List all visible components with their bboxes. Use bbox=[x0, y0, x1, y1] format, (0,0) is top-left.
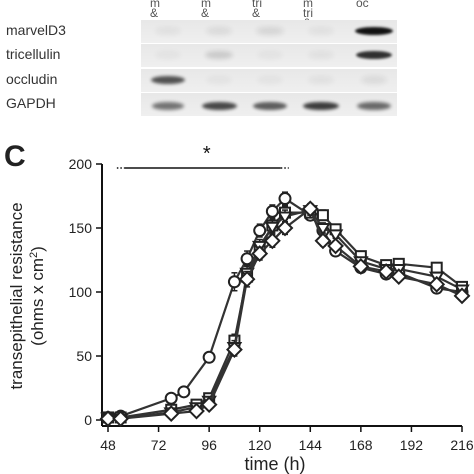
blot-band bbox=[355, 27, 393, 35]
blot-band bbox=[256, 51, 284, 59]
blot-lane-label: m & bbox=[150, 0, 160, 20]
y-tick-label: 150 bbox=[69, 220, 93, 236]
data-point-triangle bbox=[264, 221, 281, 235]
data-point-diamond bbox=[99, 410, 117, 428]
series-diamond bbox=[99, 200, 471, 428]
series-square bbox=[102, 205, 468, 424]
x-tick-label: 120 bbox=[248, 437, 272, 453]
y-tick-label: 50 bbox=[76, 348, 92, 364]
x-tick-label: 96 bbox=[201, 437, 217, 453]
series-line bbox=[108, 211, 463, 419]
data-point-diamond bbox=[112, 410, 130, 428]
blot-band bbox=[303, 102, 339, 110]
x-tick-label: 144 bbox=[299, 437, 323, 453]
data-point-diamond bbox=[428, 275, 446, 293]
blot-band bbox=[355, 51, 393, 59]
data-point-square bbox=[316, 209, 329, 222]
data-point-diamond bbox=[238, 270, 256, 288]
data-point-circle bbox=[177, 385, 191, 399]
data-point-diamond bbox=[162, 405, 180, 423]
blot-band bbox=[307, 27, 335, 35]
data-point-circle bbox=[265, 204, 279, 218]
data-point-diamond bbox=[226, 341, 243, 359]
blot-band bbox=[307, 76, 335, 84]
data-point-triangle bbox=[327, 229, 344, 243]
blot-band bbox=[357, 102, 391, 110]
data-point-diamond bbox=[200, 396, 218, 414]
data-point-diamond bbox=[352, 257, 370, 275]
blot-strip bbox=[141, 93, 397, 116]
blot-band bbox=[205, 51, 233, 59]
series-line bbox=[108, 207, 463, 420]
blot-band bbox=[256, 27, 284, 35]
data-point-diamond bbox=[390, 268, 408, 286]
blot-row-label: tricellulin bbox=[6, 46, 61, 62]
x-axis-label: time (h) bbox=[244, 454, 305, 474]
blot-band bbox=[256, 76, 284, 84]
y-tick-label: 100 bbox=[69, 284, 93, 300]
data-point-square bbox=[430, 261, 443, 274]
series-line bbox=[107, 208, 463, 420]
ter-line-chart: 0 50 100 150 200 48 72 96 120 144 168 192 216 time (h… bbox=[7, 143, 474, 474]
blot-band bbox=[205, 76, 233, 84]
x-tick-label: 168 bbox=[349, 437, 373, 453]
data-point-triangle bbox=[277, 211, 293, 225]
series-triangle-down bbox=[100, 204, 470, 427]
data-point-diamond bbox=[377, 263, 395, 280]
blot-band bbox=[253, 102, 287, 110]
data-point-circle bbox=[253, 224, 267, 238]
data-point-diamond bbox=[301, 200, 319, 218]
data-point-diamond bbox=[276, 219, 294, 237]
data-point-diamond bbox=[327, 237, 344, 255]
blot-band bbox=[201, 102, 237, 110]
blot-lane-label: oc bbox=[356, 0, 369, 10]
blot-band bbox=[360, 76, 388, 84]
data-point-diamond bbox=[314, 232, 332, 250]
data-point-circle bbox=[202, 350, 216, 364]
significance-star: * bbox=[203, 143, 211, 165]
blot-band bbox=[154, 51, 182, 59]
data-point-triangle bbox=[315, 223, 331, 236]
panel-letter: C bbox=[4, 140, 26, 173]
blot-band bbox=[307, 51, 335, 59]
data-point-circle bbox=[278, 192, 292, 206]
blot-row-label: occludin bbox=[6, 71, 58, 87]
y-tick-label: 0 bbox=[84, 412, 92, 428]
blot-band bbox=[151, 102, 185, 110]
blot-strip bbox=[141, 44, 397, 67]
y-axis-label: transepithelial resistance bbox=[7, 202, 26, 389]
blot-strip bbox=[141, 69, 397, 92]
data-point-circle bbox=[227, 275, 241, 289]
blot-lane-label: tri & bbox=[252, 0, 262, 20]
y-axis-unit-label: (ohms x cm2) bbox=[28, 246, 47, 346]
x-tick-label: 216 bbox=[450, 437, 474, 453]
data-point-circle bbox=[164, 391, 178, 405]
blot-row-label: GAPDH bbox=[6, 95, 56, 111]
x-tick-label: 192 bbox=[400, 437, 424, 453]
data-point-diamond bbox=[263, 232, 281, 250]
data-point-diamond bbox=[251, 245, 269, 263]
data-point-diamond bbox=[453, 287, 471, 305]
western-blot-panel: m &m &tri &m tri &ocmarvelD3tricellulino… bbox=[0, 0, 474, 124]
x-tick-label: 72 bbox=[151, 437, 167, 453]
blot-lane-label: m & bbox=[201, 0, 211, 20]
blot-band bbox=[150, 76, 186, 84]
blot-band bbox=[154, 27, 182, 35]
blot-strip bbox=[141, 20, 397, 43]
data-point-diamond bbox=[188, 402, 205, 420]
x-tick-label: 48 bbox=[100, 437, 116, 453]
blot-row-label: marvelD3 bbox=[6, 22, 66, 38]
blot-band bbox=[205, 27, 233, 35]
y-tick-label: 200 bbox=[69, 156, 93, 172]
